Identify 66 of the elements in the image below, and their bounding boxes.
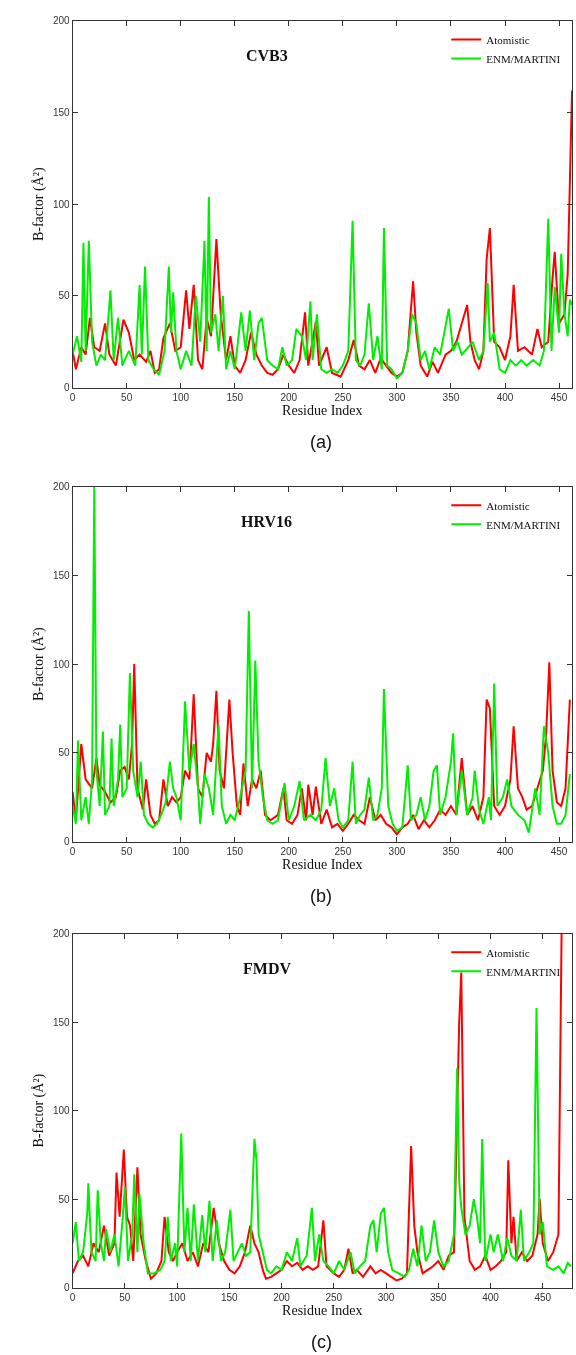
legend-label: ENM/MARTINI (486, 965, 561, 978)
text: (a) (310, 432, 332, 452)
y-tick-label: 200 (52, 481, 71, 493)
x-tick-label: 300 (388, 845, 406, 857)
text: (c) (311, 1332, 332, 1352)
y-tick-label: 100 (52, 198, 71, 210)
x-tick-label: 50 (121, 845, 133, 857)
x-tick-label: 450 (550, 845, 568, 857)
x-tick-label: 150 (221, 1291, 239, 1303)
x-axis-title: Residue Index (282, 856, 363, 872)
x-tick-label: 400 (496, 845, 514, 857)
y-tick-label: 150 (52, 569, 71, 581)
line-series (72, 486, 571, 834)
text: HRV16 (241, 513, 292, 530)
x-axis-title: Residue Index (282, 402, 363, 418)
y-tick-label: 150 (52, 107, 71, 119)
x-tick-label: 400 (496, 391, 514, 403)
y-tick-label: 50 (58, 747, 71, 759)
x-tick-label: 100 (168, 1291, 186, 1303)
x-tick-label: 250 (325, 1291, 343, 1303)
x-tick-label: 300 (377, 1291, 395, 1303)
y-tick-label: 100 (52, 1105, 71, 1117)
legend-label: Atomistic (486, 499, 530, 512)
x-tick-label: 200 (280, 845, 298, 857)
y-axis-title: B-factor (Å²) (30, 626, 47, 702)
legend-label: ENM/MARTINI (486, 518, 561, 531)
y-tick-label: 50 (58, 290, 71, 302)
legend-label: ENM/MARTINI (486, 52, 561, 65)
legend-label: Atomistic (486, 33, 530, 46)
y-tick-label: 0 (64, 1282, 71, 1294)
x-tick-label: 450 (534, 1291, 552, 1303)
x-tick-label: 100 (172, 845, 190, 857)
x-tick-label: 50 (119, 1291, 131, 1303)
x-tick-label: 150 (226, 845, 244, 857)
line-series (72, 661, 571, 836)
line-series (72, 195, 573, 380)
x-tick-label: 250 (334, 845, 352, 857)
text: FMDV (243, 960, 292, 977)
x-tick-label: 350 (429, 1291, 448, 1303)
x-tick-label: 400 (482, 1291, 500, 1303)
x-tick-label: 50 (121, 391, 133, 403)
y-axis-title: B-factor (Å²) (30, 1073, 47, 1148)
x-tick-label: 450 (550, 391, 568, 403)
x-tick-label: 350 (442, 845, 460, 857)
x-tick-label: 300 (388, 391, 406, 403)
x-tick-label: 150 (226, 391, 244, 403)
x-axis-title: Residue Index (282, 1302, 363, 1318)
x-tick-label: 350 (442, 391, 460, 403)
y-tick-label: 0 (64, 382, 71, 394)
line-series (72, 933, 563, 1282)
x-tick-label: 200 (280, 391, 298, 403)
x-tick-label: 100 (172, 391, 190, 403)
x-tick-label: 200 (273, 1291, 291, 1303)
legend-label: Atomistic (486, 946, 530, 959)
y-tick-label: 0 (64, 836, 71, 848)
y-tick-label: 100 (52, 658, 71, 670)
text: CVB3 (246, 47, 288, 64)
y-tick-label: 200 (52, 928, 71, 940)
y-tick-label: 50 (58, 1193, 71, 1205)
x-tick-label: 250 (334, 391, 352, 403)
line-series (72, 89, 573, 378)
y-axis-title: B-factor (Å²) (30, 167, 47, 242)
y-tick-label: 150 (52, 1016, 71, 1028)
y-tick-label: 200 (52, 15, 71, 27)
text: (b) (310, 886, 332, 906)
line-series (72, 1007, 572, 1278)
